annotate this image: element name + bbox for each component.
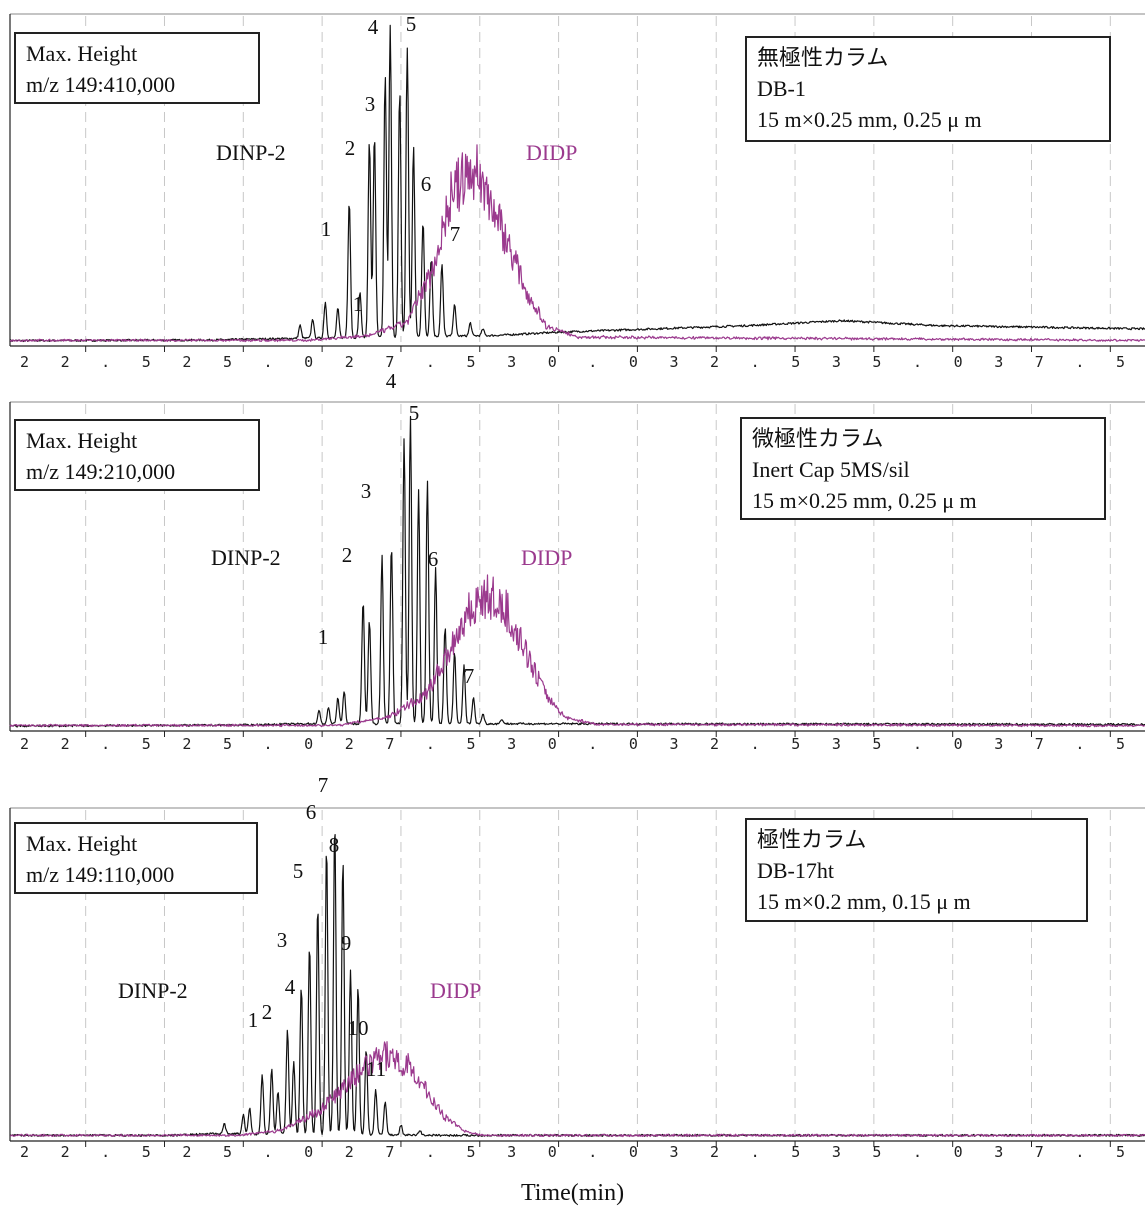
panel-2-peak-label: 4 bbox=[385, 369, 397, 393]
panel-3-series-label-didp: DIDP bbox=[430, 978, 482, 1003]
panel-2-info-line-1: Max. Height bbox=[26, 428, 138, 453]
panel-3-peak-label: 9 bbox=[340, 931, 352, 955]
panel-1-info-line-1: Max. Height bbox=[26, 41, 138, 66]
trace-didp bbox=[9, 574, 1145, 728]
panel-2-column-name: Inert Cap 5MS/sil bbox=[752, 457, 910, 482]
panel-2-info-box: Max. Height m/z 149:210,000 bbox=[14, 419, 260, 491]
panel-2-column-box: 微極性カラム Inert Cap 5MS/sil 15 m×0.25 mm, 0… bbox=[740, 417, 1106, 520]
panel-3-peak-label: 7 bbox=[317, 773, 329, 797]
panel-1-peak-label: 1 bbox=[320, 217, 332, 241]
panel-3-peak-label: 8 bbox=[328, 833, 340, 857]
panel-3-peak-label: 6 bbox=[305, 800, 317, 824]
panel-2-series-label-didp: DIDP bbox=[521, 545, 573, 570]
panel-2-peak-label: 1 bbox=[317, 625, 329, 649]
x-axis-label: Time(min) bbox=[520, 1180, 625, 1206]
panel-3-peak-label: 11 bbox=[365, 1057, 387, 1081]
panel-1-info-box: Max. Height m/z 149:410,000 bbox=[14, 32, 260, 104]
panel-3-column-dims: 15 m×0.2 mm, 0.15 μ m bbox=[757, 889, 971, 914]
panel-3-info-line-1: Max. Height bbox=[26, 831, 138, 856]
panel-2-peak-label: 7 bbox=[463, 664, 475, 688]
trace-didp bbox=[9, 144, 1145, 343]
panel-1-column-box: 無極性カラム DB-1 15 m×0.25 mm, 0.25 μ m bbox=[745, 36, 1111, 142]
panel-3-peak-label: 1 bbox=[247, 1008, 259, 1032]
panel-3-column-name: DB-17ht bbox=[757, 858, 834, 883]
panel-1-series-label-didp: DIDP bbox=[526, 140, 578, 165]
panel-2-series-label-dinp: DINP-2 bbox=[211, 545, 281, 570]
panel-2-peak-label: 3 bbox=[360, 479, 372, 503]
panel-2-peak-label: 5 bbox=[408, 401, 420, 425]
panel-1-peak-label: 4 bbox=[367, 15, 379, 39]
panel-2-peak-label: 2 bbox=[341, 543, 353, 567]
panel-1-column-name: DB-1 bbox=[757, 76, 806, 101]
panel-1-series-label-dinp: DINP-2 bbox=[216, 140, 286, 165]
panel-1-peak-label: 7 bbox=[449, 222, 461, 246]
panel-2-column-dims: 15 m×0.25 mm, 0.25 μ m bbox=[752, 488, 977, 513]
panel-3-peak-label: 2 bbox=[261, 1000, 273, 1024]
panel-1-info-line-2: m/z 149:410,000 bbox=[26, 72, 176, 97]
panel-1-peak-label: 6 bbox=[420, 172, 432, 196]
panel-3-column-type: 極性カラム bbox=[757, 827, 867, 852]
x-tick-labels: 2 2 . 5 2 5 . 0 2 7 . 5 3 0 . 0 3 2 . 5 … bbox=[20, 735, 1125, 753]
panel-3-peak-label: 5 bbox=[292, 859, 304, 883]
panel-1-peak-label: 3 bbox=[364, 92, 376, 116]
panel-1-peak-label: 1 bbox=[352, 292, 364, 316]
panel-3-column-box: 極性カラム DB-17ht 15 m×0.2 mm, 0.15 μ m bbox=[745, 818, 1088, 922]
trace-didp bbox=[9, 1041, 1145, 1138]
panel-3-info-line-2: m/z 149:110,000 bbox=[26, 862, 175, 887]
x-tick-labels: 2 2 . 5 2 5 . 0 2 7 . 5 3 0 . 0 3 2 . 5 … bbox=[20, 1143, 1125, 1161]
panel-2-peak-label: 6 bbox=[427, 547, 439, 571]
panel-2-info-line-2: m/z 149:210,000 bbox=[26, 459, 176, 484]
panel-3-peak-label: 4 bbox=[284, 975, 296, 999]
panel-1-peak-label: 5 bbox=[405, 12, 417, 36]
panel-2-column-type: 微極性カラム bbox=[752, 426, 884, 451]
panel-1-column-dims: 15 m×0.25 mm, 0.25 μ m bbox=[757, 107, 982, 132]
panel-1-peak-label: 2 bbox=[344, 136, 356, 160]
panel-3-info-box: Max. Height m/z 149:110,000 bbox=[14, 822, 258, 894]
panel-3-series-label-dinp: DINP-2 bbox=[118, 978, 188, 1003]
x-tick-labels: 2 2 . 5 2 5 . 0 2 7 . 5 3 0 . 0 3 2 . 5 … bbox=[20, 353, 1125, 371]
panel-3-peak-label: 3 bbox=[276, 928, 288, 952]
panel-3-peak-label: 10 bbox=[347, 1016, 369, 1040]
panel-1-column-type: 無極性カラム bbox=[757, 45, 889, 70]
